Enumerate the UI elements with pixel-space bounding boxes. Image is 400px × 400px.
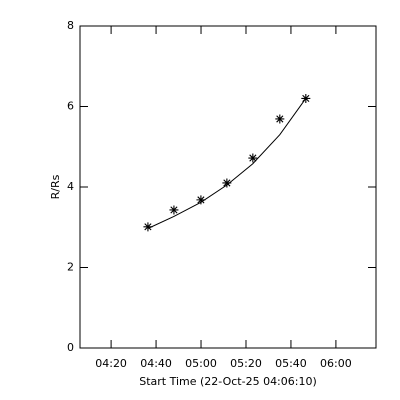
x-tick-label: 04:20 xyxy=(95,357,127,370)
plot-frame xyxy=(79,25,377,349)
data-point xyxy=(222,178,232,188)
data-point xyxy=(169,205,179,215)
x-tick-label: 05:40 xyxy=(275,357,307,370)
data-point xyxy=(275,114,285,124)
x-axis-label: Start Time (22-Oct-25 04:06:10) xyxy=(139,375,317,388)
y-tick-label: 0 xyxy=(67,341,74,354)
x-tick-label: 06:00 xyxy=(320,357,352,370)
y-tick-label: 2 xyxy=(67,261,74,274)
y-tick-label: 6 xyxy=(67,100,74,113)
y-tick-label: 4 xyxy=(67,180,74,193)
x-tick-label: 05:00 xyxy=(185,357,217,370)
data-point xyxy=(301,93,311,103)
fit-curve xyxy=(147,98,307,229)
x-tick-label: 04:40 xyxy=(140,357,172,370)
x-tick-label: 05:20 xyxy=(230,357,262,370)
data-point xyxy=(196,195,206,205)
y-tick-label: 8 xyxy=(67,19,74,32)
data-point xyxy=(248,153,258,163)
data-point xyxy=(143,222,153,232)
y-axis-label: R/Rs xyxy=(49,174,62,199)
